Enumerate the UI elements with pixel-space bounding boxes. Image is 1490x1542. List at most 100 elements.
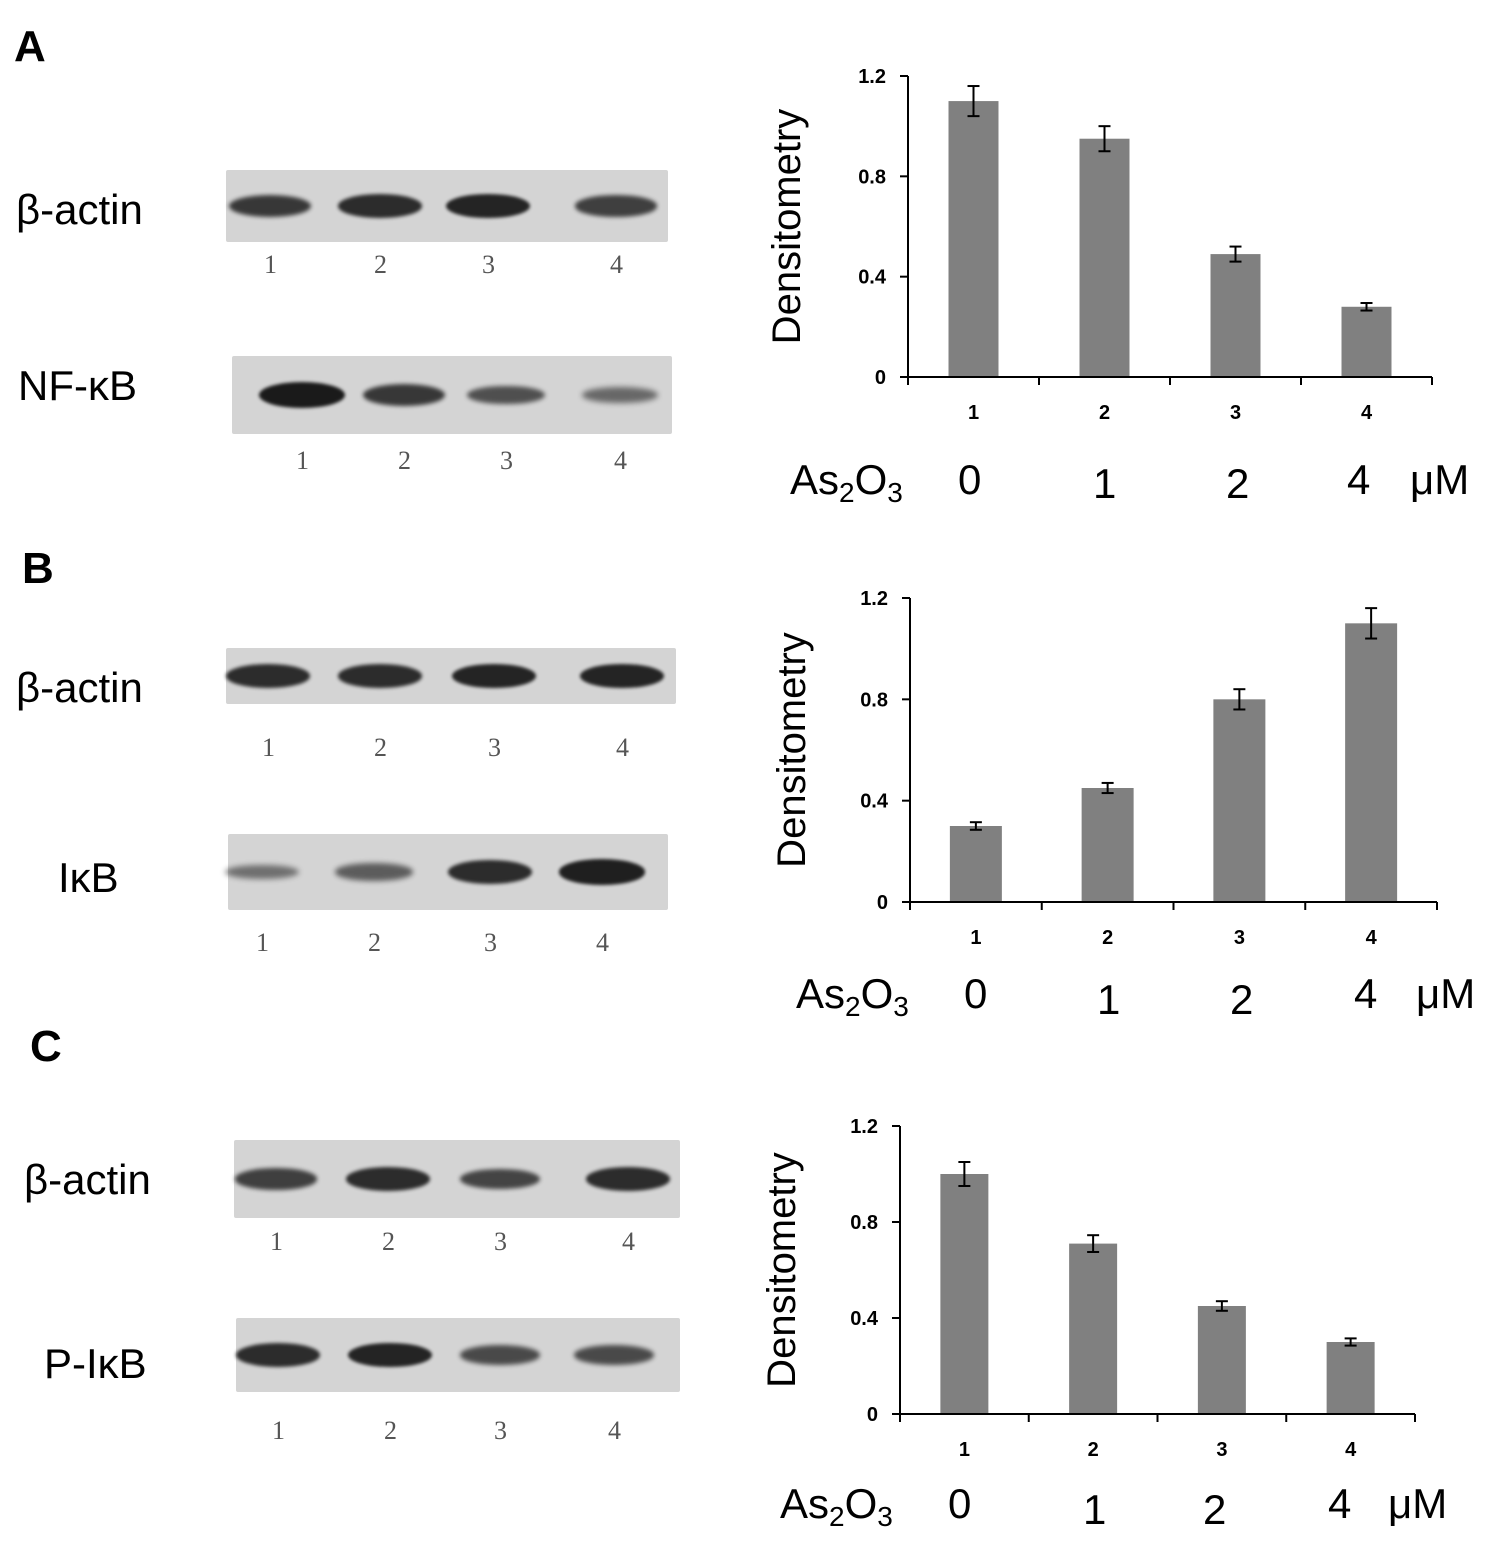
dose-subscript: 2 bbox=[839, 477, 855, 508]
blot-label-p-ikb: P-IκB bbox=[44, 1340, 147, 1387]
error-bar bbox=[958, 1161, 971, 1187]
x-tick-label: 1 bbox=[968, 402, 979, 424]
lane-number: 4 bbox=[596, 928, 609, 957]
blot-label-beta-actin: β-actin bbox=[16, 186, 143, 233]
protein-band bbox=[338, 664, 422, 688]
dose-unit: μM bbox=[1388, 1480, 1448, 1527]
protein-band bbox=[335, 863, 413, 881]
panel-letter-b: B bbox=[22, 544, 54, 593]
dose-value: 0 bbox=[948, 1480, 972, 1527]
y-tick-label: 1.2 bbox=[860, 588, 888, 610]
protein-band bbox=[459, 1168, 541, 1190]
protein-band bbox=[445, 193, 531, 219]
y-tick-label: 0.8 bbox=[850, 1212, 878, 1234]
blot-label-beta-actin: β-actin bbox=[24, 1156, 151, 1203]
protein-band bbox=[229, 195, 311, 217]
error-bar bbox=[967, 85, 980, 118]
western-blot-p-ikb bbox=[236, 1318, 680, 1392]
lane-number: 4 bbox=[622, 1227, 635, 1256]
bar-3 bbox=[1213, 699, 1266, 902]
error-bar bbox=[1087, 1234, 1100, 1253]
protein-band bbox=[460, 1345, 540, 1365]
dose-compound: O bbox=[844, 1480, 878, 1527]
western-blot-beta-actin bbox=[226, 648, 676, 704]
blot-label-beta-actin: β-actin bbox=[16, 664, 143, 711]
dose-value: 0 bbox=[958, 456, 982, 503]
error-bar bbox=[1229, 245, 1242, 263]
protein-band bbox=[574, 1345, 654, 1365]
protein-band bbox=[346, 1167, 430, 1191]
protein-band bbox=[586, 1167, 670, 1191]
protein-band bbox=[559, 859, 645, 885]
y-tick-label: 0.8 bbox=[858, 166, 886, 188]
lane-number: 1 bbox=[264, 250, 277, 279]
protein-band bbox=[582, 387, 658, 403]
dose-label-a: As2O3 bbox=[790, 456, 903, 509]
dose-value: 4 bbox=[1328, 1480, 1352, 1527]
dose-value: 2 bbox=[1226, 460, 1250, 507]
protein-band bbox=[579, 663, 665, 689]
x-tick-label: 4 bbox=[1366, 927, 1378, 949]
bar-1 bbox=[948, 101, 999, 377]
error-bar bbox=[1215, 1300, 1228, 1312]
protein-band bbox=[448, 860, 532, 884]
dose-compound: As bbox=[796, 970, 846, 1017]
western-blot-ikb bbox=[224, 834, 668, 910]
lane-number: 2 bbox=[374, 733, 387, 762]
dose-value: 0 bbox=[964, 970, 988, 1017]
protein-band bbox=[575, 195, 657, 217]
lane-number: 3 bbox=[484, 928, 497, 957]
dose-subscript: 3 bbox=[893, 991, 909, 1022]
dose-value: 1 bbox=[1093, 460, 1117, 507]
dose-subscript: 3 bbox=[877, 1501, 893, 1532]
error-bar bbox=[969, 821, 982, 831]
y-tick-label: 0.4 bbox=[850, 1308, 879, 1330]
dose-compound: As bbox=[780, 1480, 830, 1527]
error-bar bbox=[1344, 1337, 1357, 1347]
error-bar bbox=[1233, 688, 1246, 711]
dose-value: 2 bbox=[1230, 976, 1254, 1023]
x-tick-label: 4 bbox=[1361, 402, 1373, 424]
dose-value: 4 bbox=[1354, 970, 1378, 1017]
x-tick-label: 3 bbox=[1216, 1439, 1227, 1461]
western-blot-nf-kb bbox=[232, 356, 672, 434]
protein-band bbox=[259, 382, 345, 408]
y-axis-label: Densitometry bbox=[760, 1152, 804, 1388]
bar-4 bbox=[1326, 1342, 1375, 1414]
blot-label-nf-kb: NF-κB bbox=[18, 362, 137, 409]
dose-value: 1 bbox=[1097, 976, 1121, 1023]
dose-subscript: 2 bbox=[845, 991, 861, 1022]
y-tick-label: 0 bbox=[877, 892, 888, 914]
dose-compound: As bbox=[790, 456, 840, 503]
lane-number: 4 bbox=[616, 733, 629, 762]
bar-2 bbox=[1079, 138, 1130, 377]
protein-band bbox=[235, 1168, 317, 1190]
dose-value: 2 bbox=[1203, 1486, 1227, 1533]
lane-number: 1 bbox=[262, 733, 275, 762]
y-axis-label: Densitometry bbox=[765, 109, 809, 345]
bar-4 bbox=[1345, 623, 1398, 902]
x-tick-label: 2 bbox=[1099, 402, 1110, 424]
error-bar bbox=[1098, 125, 1111, 153]
protein-band bbox=[236, 1343, 320, 1367]
dose-subscript: 2 bbox=[829, 1501, 845, 1532]
x-tick-label: 4 bbox=[1345, 1439, 1357, 1461]
dose-unit: μM bbox=[1410, 456, 1470, 503]
lane-number: 3 bbox=[494, 1227, 507, 1256]
lane-number: 3 bbox=[500, 446, 513, 475]
lane-number: 3 bbox=[482, 250, 495, 279]
dose-compound: O bbox=[860, 970, 894, 1017]
protein-band bbox=[347, 1342, 433, 1368]
bar-4 bbox=[1341, 306, 1392, 377]
western-blot-beta-actin bbox=[226, 170, 668, 242]
lane-number: 2 bbox=[384, 1416, 397, 1445]
lane-number: 1 bbox=[296, 446, 309, 475]
bar-2 bbox=[1081, 788, 1134, 902]
y-tick-label: 0.4 bbox=[858, 267, 887, 289]
lane-number: 1 bbox=[272, 1416, 285, 1445]
blot-label-ikb: IκB bbox=[58, 854, 119, 901]
y-tick-label: 0 bbox=[867, 1404, 878, 1426]
